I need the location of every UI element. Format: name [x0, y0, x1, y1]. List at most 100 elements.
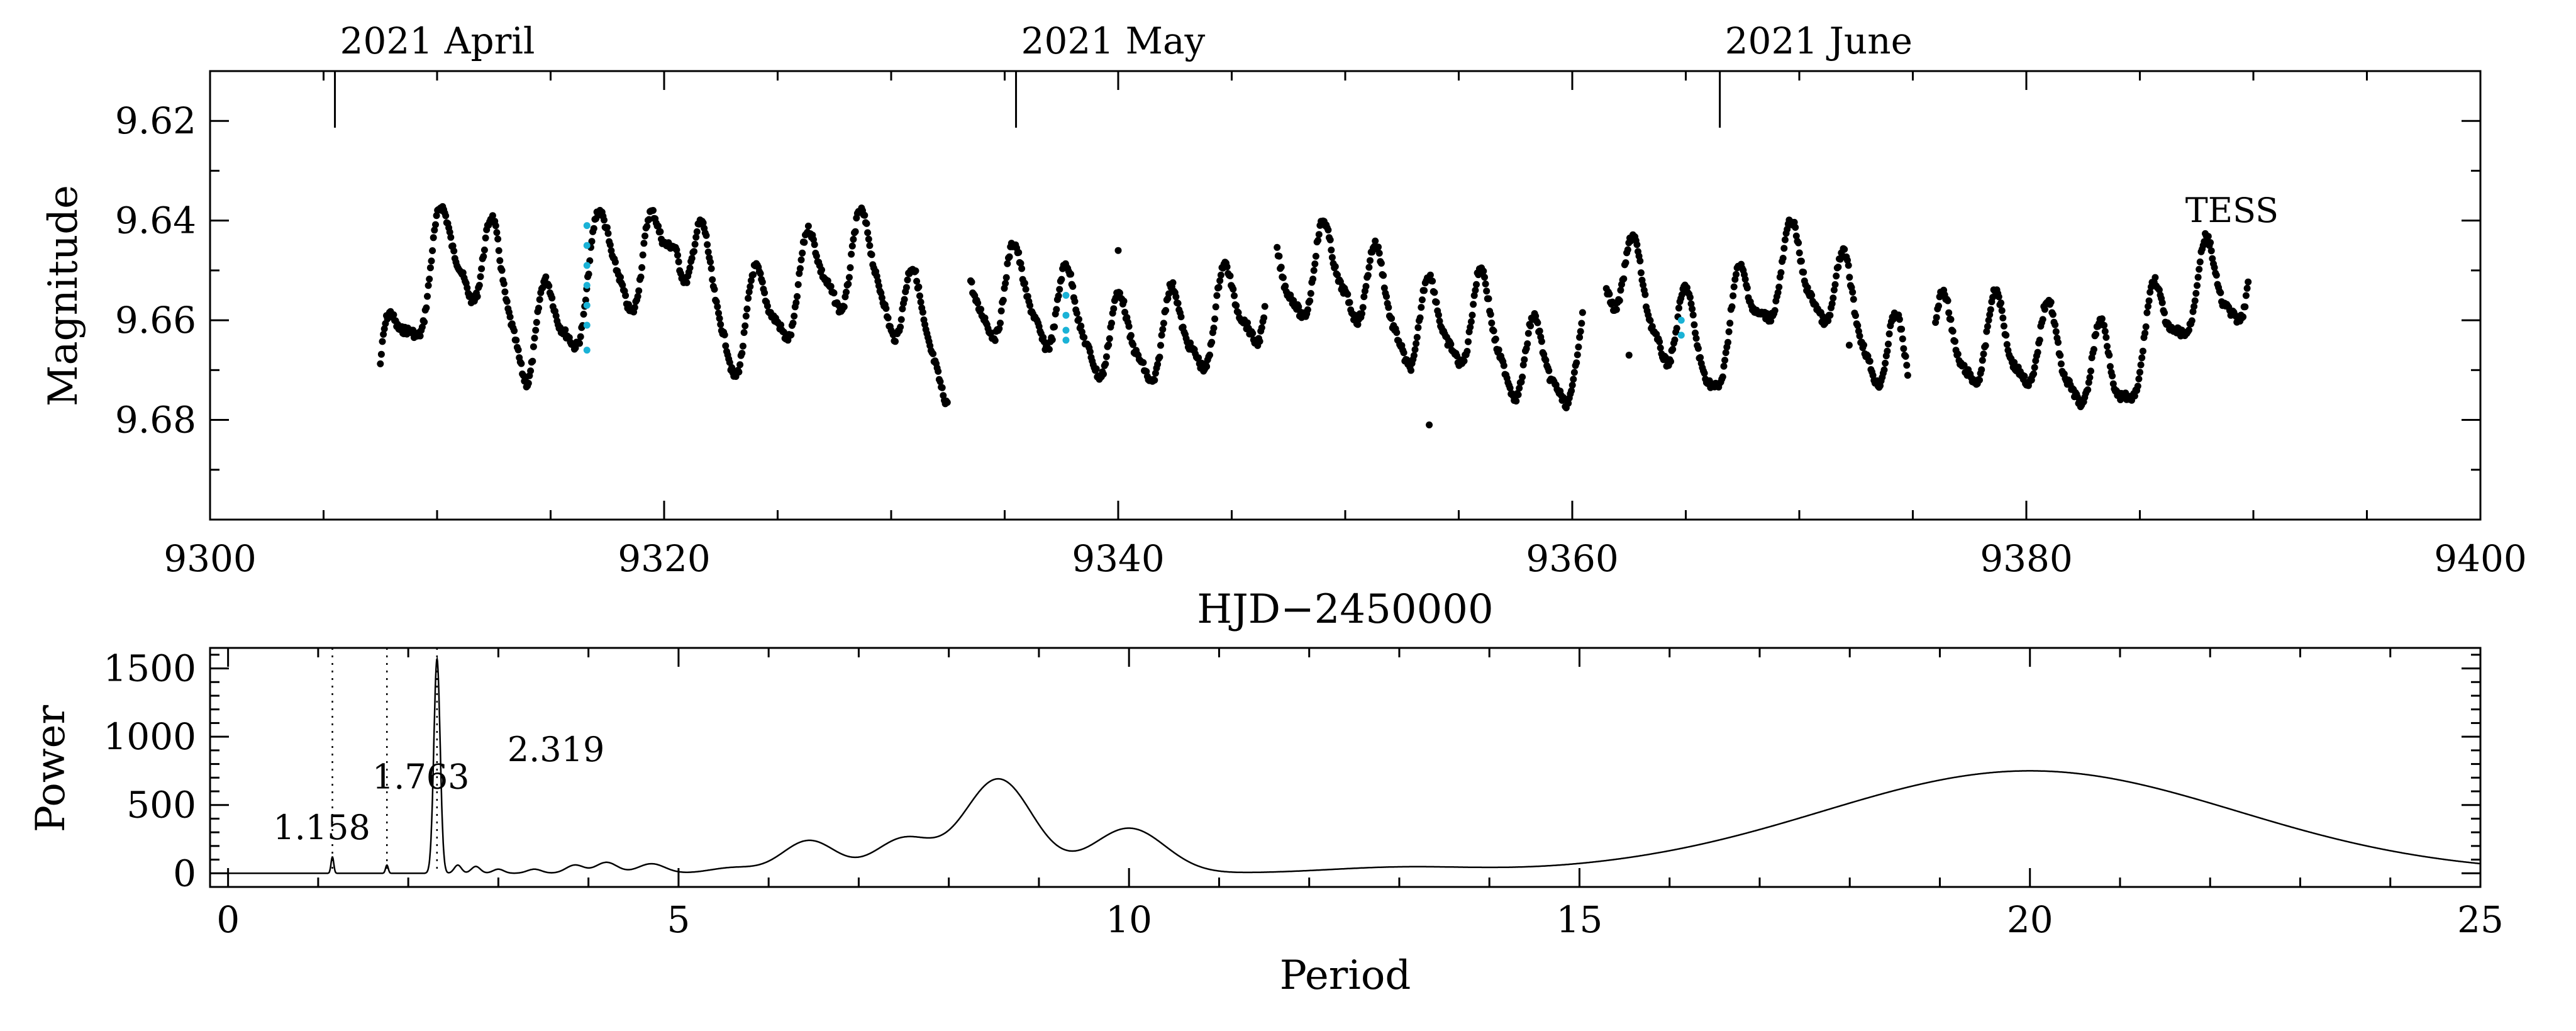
data-point [1694, 345, 1702, 352]
data-point [747, 283, 754, 291]
data-point [1721, 357, 1729, 364]
data-point [657, 228, 664, 235]
data-point [897, 323, 904, 331]
data-point [1622, 259, 1629, 267]
data-point [1743, 284, 1751, 292]
data-point [1172, 293, 1180, 301]
data-point [1899, 335, 1906, 343]
data-point [637, 273, 645, 281]
data-point [2145, 297, 2153, 304]
data-point [1429, 277, 1436, 285]
data-point [1516, 384, 1523, 392]
y-tick-label: 1000 [103, 715, 196, 758]
data-point [2084, 386, 2092, 394]
outlier-point [1845, 342, 1853, 349]
data-point [513, 337, 520, 344]
month-label: 2021 May [1021, 20, 1206, 62]
data-point [2051, 321, 2059, 328]
data-point [2102, 333, 2110, 341]
y-tick-label: 1500 [103, 647, 196, 690]
data-point [848, 242, 856, 250]
data-point [1485, 295, 1492, 303]
data-point [1689, 305, 1696, 313]
data-point [1729, 292, 1737, 299]
data-point [1258, 324, 1265, 332]
data-point [899, 305, 906, 313]
data-point [492, 222, 499, 230]
data-point [674, 252, 681, 259]
data-point [1697, 354, 1704, 361]
data-point [2086, 374, 2094, 381]
flare-point [1062, 292, 1070, 299]
data-point [1671, 336, 1679, 343]
data-point [1472, 286, 1479, 294]
data-point [2031, 364, 2038, 371]
data-point [501, 288, 509, 296]
data-point [935, 367, 942, 375]
data-point [801, 238, 808, 246]
x-tick-label: 0 [216, 898, 240, 941]
data-point [1669, 345, 1677, 353]
data-point [588, 238, 596, 245]
data-point [1804, 284, 1811, 291]
data-point [717, 321, 724, 328]
data-point [763, 303, 771, 309]
data-point [843, 288, 850, 296]
x-tick-label: 9360 [1526, 537, 1619, 580]
data-point [1169, 279, 1177, 286]
y-tick-label: 9.64 [115, 199, 196, 242]
data-point [1230, 286, 1237, 293]
data-point [1846, 274, 1853, 281]
data-point [930, 350, 937, 357]
data-point [1346, 299, 1353, 306]
data-point [1900, 345, 1907, 352]
data-point [1414, 324, 1422, 332]
data-point [431, 226, 438, 234]
light-curve-tick-labels: 9300 9320 9340 9360 9380 9400 9.62 9.64 9.66 9.68 [115, 99, 2527, 580]
data-point [2196, 265, 2203, 273]
data-point [1447, 340, 1455, 348]
data-point [852, 228, 859, 235]
data-point [902, 284, 910, 291]
data-point [715, 309, 722, 317]
data-point [2192, 289, 2200, 297]
data-point [708, 265, 715, 272]
data-point [2021, 372, 2028, 380]
data-point [707, 259, 714, 265]
flare-point [1062, 326, 1070, 334]
data-point [2245, 278, 2252, 286]
data-point [1684, 284, 1690, 291]
data-point [1295, 303, 1302, 311]
data-point [643, 223, 651, 230]
data-point [1987, 306, 1994, 313]
data-point [742, 313, 750, 320]
data-point [518, 360, 525, 367]
data-point [796, 265, 804, 272]
data-point [919, 308, 926, 316]
data-point [1306, 297, 1314, 304]
data-point [426, 264, 434, 272]
data-point [991, 337, 999, 344]
data-point [1058, 276, 1065, 283]
data-point [2139, 347, 2146, 355]
data-point [527, 367, 535, 375]
data-point [650, 207, 657, 214]
data-point [1106, 335, 1113, 342]
data-point [1574, 351, 1581, 359]
x-tick-label: 9380 [1980, 537, 2073, 580]
data-point [603, 224, 611, 231]
data-point [1545, 367, 1553, 374]
data-point [542, 273, 550, 281]
data-point [2211, 264, 2218, 271]
data-point [1692, 329, 1699, 337]
data-point [1400, 349, 1407, 357]
data-point [2003, 341, 2011, 348]
data-point [743, 305, 751, 313]
data-point [1701, 369, 1708, 377]
data-point [2241, 303, 2249, 311]
data-point [1997, 299, 2005, 307]
data-point [2212, 272, 2220, 279]
data-point [1470, 292, 1478, 299]
data-point [692, 233, 700, 241]
data-point [1256, 338, 1263, 345]
